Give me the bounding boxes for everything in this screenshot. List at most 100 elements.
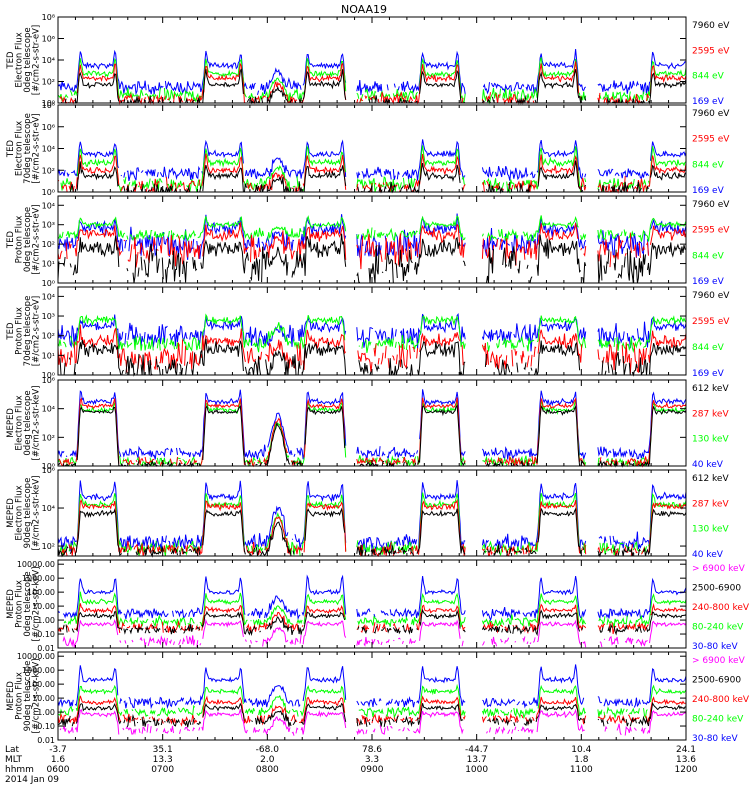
y-tick-label: 10⁶: [42, 466, 55, 475]
y-tick-label: 1000.00: [22, 574, 55, 583]
x-tick-label-hhmm: 1100: [570, 765, 593, 775]
series-magenta-line: [59, 708, 687, 736]
legend-entry: > 6900 keV: [692, 656, 746, 666]
legend-entry: 844 eV: [692, 343, 725, 353]
panel-frame: [57, 559, 687, 649]
legend-entry: 612 keV: [692, 384, 729, 394]
series-blue-line: [57, 574, 687, 622]
y-axis-label: Proton Flux: [15, 216, 25, 264]
x-tick-label-mlt: 1.8: [574, 755, 589, 765]
y-tick-label: 10⁶: [42, 376, 55, 385]
panel-frame: [57, 651, 687, 741]
y-tick-label: 10⁸: [42, 101, 55, 110]
y-tick-label: 10⁴: [42, 292, 55, 301]
y-tick-label: 10⁰: [42, 188, 55, 197]
legend-entry: 2595 eV: [692, 46, 730, 56]
y-axis-label: 0deg telescope: [23, 27, 33, 92]
legend-entry: 30-80 keV: [692, 734, 738, 744]
y-axis-label: Proton Flux: [15, 580, 25, 628]
x-tick-label-mlt: 3.3: [365, 755, 379, 765]
y-tick-label: 10³: [42, 221, 55, 230]
y-tick-label: 10⁴: [42, 405, 55, 414]
x-tick-label-hhmm: 1200: [675, 765, 698, 775]
y-tick-label: 10¹: [42, 351, 55, 360]
y-axis-label: Proton Flux: [15, 672, 25, 720]
y-axis-label: 70deg telescope: [23, 113, 33, 184]
series-green-line: [57, 683, 687, 720]
y-tick-label: 10⁶: [42, 123, 55, 132]
legend-entry: 7960 eV: [692, 109, 730, 119]
y-tick-label: 1.00: [37, 616, 55, 625]
legend-entry: 30-80 keV: [692, 642, 738, 652]
series-blue-line: [57, 664, 687, 710]
y-tick-label: 0.10: [37, 722, 55, 731]
y-tick-label: 1.00: [37, 708, 55, 717]
y-axis-label: [#/cm2-s-str-eV]: [32, 296, 42, 366]
legend-entry: > 6900 keV: [692, 564, 746, 574]
y-tick-label: 10.00: [32, 694, 55, 703]
legend-entry: 169 eV: [692, 97, 725, 107]
y-axis-label: TED: [6, 322, 16, 341]
y-tick-label: 0.01: [37, 736, 55, 745]
y-axis-label: Electron Flux: [15, 485, 25, 540]
legend-entry: 2595 eV: [692, 226, 730, 236]
x-tick-label-lat: 24.1: [676, 745, 696, 755]
legend-entry: 612 keV: [692, 474, 729, 484]
legend-entry: 844 eV: [692, 72, 725, 82]
y-axis-label: [#/cm2-s-str-eV]: [32, 113, 42, 183]
y-axis-label: TED: [6, 51, 16, 70]
y-tick-label: 10¹: [42, 260, 55, 269]
series-red-line: [59, 61, 687, 105]
y-tick-label: 10⁴: [42, 145, 55, 154]
panel-frame: [57, 104, 687, 193]
legend-entry: 7960 eV: [692, 291, 730, 301]
x-tick-label-lat: -3.7: [49, 745, 67, 755]
legend-entry: 169 eV: [692, 277, 725, 287]
y-tick-label: 10²: [42, 542, 55, 551]
x-axis-row-label: MLT: [5, 755, 23, 765]
y-tick-label: 10⁴: [42, 56, 55, 65]
panel-frame: [57, 286, 687, 376]
y-axis-label: [#/cm2-s-str-keV]: [32, 659, 42, 734]
legend-entry: 844 eV: [692, 160, 725, 170]
y-tick-label: 10⁰: [42, 279, 55, 288]
legend-entry: 80-240 keV: [692, 715, 744, 725]
x-axis-row-label: hhmm: [5, 765, 34, 775]
legend-entry: 240-800 keV: [692, 603, 750, 613]
y-tick-label: 10³: [42, 312, 55, 321]
y-tick-label: 10.00: [32, 602, 55, 611]
legend-entry: 2500-6900: [692, 676, 741, 686]
y-axis-label: [#/cm2-s-str-keV]: [32, 476, 42, 551]
series-black-line: [57, 701, 687, 728]
legend-entry: 2500-6900: [692, 584, 741, 594]
y-tick-label: 10⁰: [42, 99, 55, 108]
y-axis-label: [#/cm2-s-str-keV]: [32, 386, 42, 461]
x-tick-label-mlt: 13.6: [676, 755, 696, 765]
legend-entry: 80-240 keV: [692, 623, 744, 633]
series-black-line: [57, 404, 687, 468]
y-axis-label: Proton Flux: [15, 307, 25, 355]
y-axis-label: Electron Flux: [15, 32, 25, 87]
panel-7: 0.01 0.10 1.00 10.00 100.00 1000.00 10000.00 ME…: [6, 559, 750, 653]
x-tick-label-mlt: 2.0: [260, 755, 275, 765]
chart-title: NOAA19: [341, 3, 387, 16]
legend-entry: 287 keV: [692, 409, 729, 419]
x-tick-label-hhmm: 0800: [256, 765, 279, 775]
series-green-line: [57, 215, 687, 242]
y-axis-label: [#/cm2-s-str-eV]: [32, 25, 42, 95]
series-green-line: [57, 313, 687, 353]
series-green-line: [57, 57, 687, 105]
date-label: 2014 Jan 09: [5, 775, 59, 785]
panel-8: 0.01 0.10 1.00 10.00 100.00 1000.00 10000.00 ME…: [6, 651, 750, 745]
y-axis-label: MEPED: [6, 498, 16, 528]
legend-entry: 130 keV: [692, 435, 729, 445]
y-tick-label: 10000.00: [17, 652, 55, 661]
legend-entry: 2595 eV: [692, 135, 730, 145]
